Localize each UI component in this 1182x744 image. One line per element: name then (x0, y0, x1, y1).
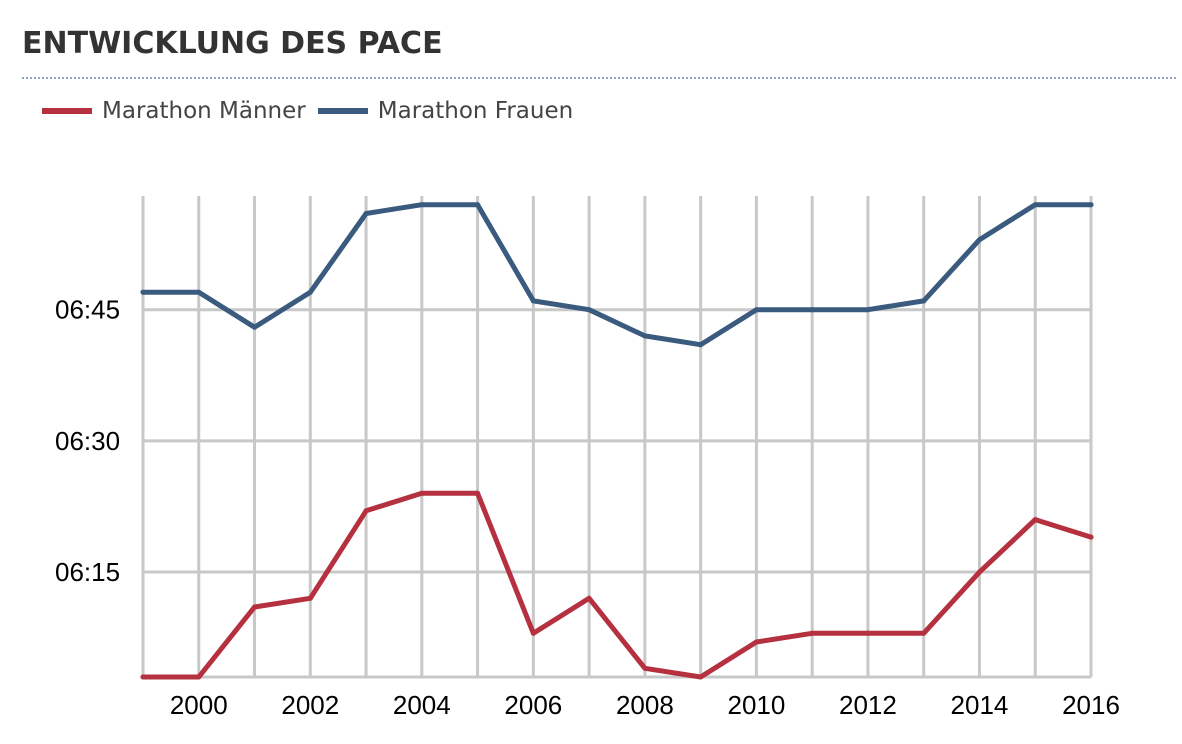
x-tick-label: 2012 (839, 690, 897, 720)
title-divider (22, 77, 1176, 79)
data-point (753, 639, 759, 645)
data-point (307, 289, 313, 295)
data-point (642, 333, 648, 339)
data-point (363, 210, 369, 216)
x-tick-label: 2002 (281, 690, 339, 720)
series-line-frauen (140, 202, 1094, 348)
data-point (530, 298, 536, 304)
data-point (252, 324, 258, 330)
data-point (196, 674, 202, 680)
legend-item-frauen[interactable]: Marathon Frauen (317, 98, 574, 124)
x-tick-label: 2006 (504, 690, 562, 720)
data-point (307, 595, 313, 601)
data-point (252, 604, 258, 610)
data-point (921, 630, 927, 636)
data-point (1088, 534, 1094, 540)
data-point (642, 665, 648, 671)
data-point (586, 595, 592, 601)
data-point (196, 289, 202, 295)
chart-legend: Marathon Männer Marathon Frauen (42, 98, 585, 124)
series-line-maenner (140, 490, 1094, 680)
data-point (363, 508, 369, 514)
data-point (753, 307, 759, 313)
data-point (698, 674, 704, 680)
y-tick-label: 06:15 (55, 557, 120, 587)
data-point (419, 202, 425, 208)
y-tick-label: 06:30 (55, 426, 120, 456)
legend-label-frauen: Marathon Frauen (377, 98, 574, 124)
data-point (865, 307, 871, 313)
data-point (475, 490, 481, 496)
data-point (809, 307, 815, 313)
data-point (976, 237, 982, 243)
chart-title: ENTWICKLUNG DES PACE (22, 26, 443, 61)
data-point (140, 289, 146, 295)
data-point (1032, 517, 1038, 523)
data-point (865, 630, 871, 636)
data-point (921, 298, 927, 304)
data-point (1088, 202, 1094, 208)
legend-item-maenner[interactable]: Marathon Männer (42, 98, 306, 124)
x-tick-label: 2008 (616, 690, 674, 720)
x-tick-label: 2004 (393, 690, 451, 720)
legend-swatch-frauen (317, 108, 368, 114)
data-point (530, 630, 536, 636)
data-point (809, 630, 815, 636)
data-point (1032, 202, 1038, 208)
data-point (419, 490, 425, 496)
legend-swatch-maenner (42, 108, 92, 114)
x-tick-label: 2000 (170, 690, 228, 720)
data-point (976, 569, 982, 575)
data-point (475, 202, 481, 208)
x-tick-label: 2010 (727, 690, 785, 720)
data-point (140, 674, 146, 680)
y-tick-label: 06:45 (55, 295, 120, 325)
data-point (698, 342, 704, 348)
legend-label-maenner: Marathon Männer (102, 98, 306, 124)
x-tick-label: 2016 (1062, 690, 1120, 720)
data-point (586, 307, 592, 313)
x-tick-label: 2014 (951, 690, 1009, 720)
